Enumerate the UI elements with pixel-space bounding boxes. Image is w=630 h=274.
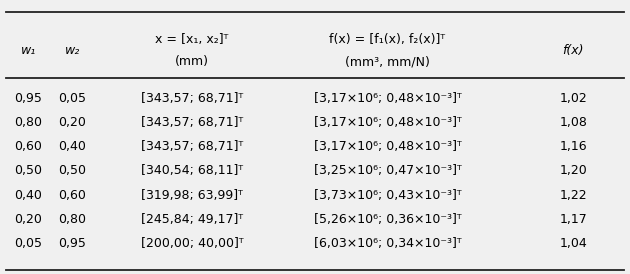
Text: [343,57; 68,71]ᵀ: [343,57; 68,71]ᵀ: [141, 116, 243, 129]
Text: 0,95: 0,95: [14, 92, 42, 105]
Text: f(x) = [f₁(x), f₂(x)]ᵀ: f(x) = [f₁(x), f₂(x)]ᵀ: [329, 33, 445, 46]
Text: [343,57; 68,71]ᵀ: [343,57; 68,71]ᵀ: [141, 92, 243, 105]
Text: [3,17×10⁶; 0,48×10⁻³]ᵀ: [3,17×10⁶; 0,48×10⁻³]ᵀ: [314, 116, 461, 129]
Text: 0,05: 0,05: [59, 92, 86, 105]
Text: 0,05: 0,05: [14, 237, 42, 250]
Text: 0,40: 0,40: [59, 140, 86, 153]
Text: [3,73×10⁶; 0,43×10⁻³]ᵀ: [3,73×10⁶; 0,43×10⁻³]ᵀ: [314, 189, 461, 202]
Text: 1,20: 1,20: [559, 164, 587, 178]
Text: [3,17×10⁶; 0,48×10⁻³]ᵀ: [3,17×10⁶; 0,48×10⁻³]ᵀ: [314, 140, 461, 153]
Text: w₂: w₂: [65, 44, 80, 57]
Text: 0,40: 0,40: [14, 189, 42, 202]
Text: [3,17×10⁶; 0,48×10⁻³]ᵀ: [3,17×10⁶; 0,48×10⁻³]ᵀ: [314, 92, 461, 105]
Text: [343,57; 68,71]ᵀ: [343,57; 68,71]ᵀ: [141, 140, 243, 153]
Text: w₁: w₁: [21, 44, 36, 57]
Text: 1,16: 1,16: [559, 140, 587, 153]
Text: 1,04: 1,04: [559, 237, 587, 250]
Text: [340,54; 68,11]ᵀ: [340,54; 68,11]ᵀ: [141, 164, 243, 178]
Text: 0,95: 0,95: [59, 237, 86, 250]
Text: [6,03×10⁶; 0,34×10⁻³]ᵀ: [6,03×10⁶; 0,34×10⁻³]ᵀ: [314, 237, 461, 250]
Text: 0,80: 0,80: [14, 116, 42, 129]
Text: 0,80: 0,80: [59, 213, 86, 226]
Text: [200,00; 40,00]ᵀ: [200,00; 40,00]ᵀ: [141, 237, 243, 250]
Text: [319,98; 63,99]ᵀ: [319,98; 63,99]ᵀ: [141, 189, 243, 202]
Text: 1,08: 1,08: [559, 116, 587, 129]
Text: [5,26×10⁶; 0,36×10⁻³]ᵀ: [5,26×10⁶; 0,36×10⁻³]ᵀ: [314, 213, 461, 226]
Text: 0,60: 0,60: [14, 140, 42, 153]
Text: 1,02: 1,02: [559, 92, 587, 105]
Text: 1,17: 1,17: [559, 213, 587, 226]
Text: 0,20: 0,20: [14, 213, 42, 226]
Text: 0,20: 0,20: [59, 116, 86, 129]
Text: 0,60: 0,60: [59, 189, 86, 202]
Text: [245,84; 49,17]ᵀ: [245,84; 49,17]ᵀ: [141, 213, 243, 226]
Text: 1,22: 1,22: [559, 189, 587, 202]
Text: (mm): (mm): [175, 55, 209, 68]
Text: f(x): f(x): [563, 44, 584, 57]
Text: 0,50: 0,50: [59, 164, 86, 178]
Text: (mm³, mm/N): (mm³, mm/N): [345, 55, 430, 68]
Text: 0,50: 0,50: [14, 164, 42, 178]
Text: [3,25×10⁶; 0,47×10⁻³]ᵀ: [3,25×10⁶; 0,47×10⁻³]ᵀ: [314, 164, 461, 178]
Text: x = [x₁, x₂]ᵀ: x = [x₁, x₂]ᵀ: [156, 33, 229, 46]
